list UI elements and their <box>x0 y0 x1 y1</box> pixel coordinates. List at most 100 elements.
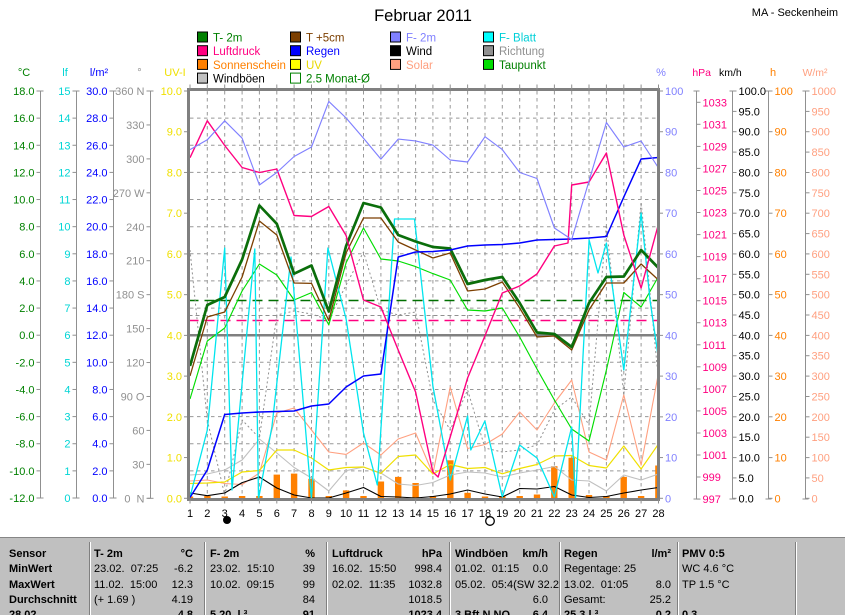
svg-text:850: 850 <box>812 147 830 159</box>
svg-text:1.0: 1.0 <box>167 453 182 465</box>
svg-text:-6.0: -6.0 <box>16 412 35 424</box>
svg-text:150: 150 <box>126 324 144 336</box>
svg-text:9.0: 9.0 <box>167 127 182 139</box>
svg-text:30: 30 <box>775 371 787 383</box>
svg-text:240: 240 <box>126 222 144 234</box>
svg-text:2.0: 2.0 <box>92 466 107 478</box>
svg-text:Luftdruck: Luftdruck <box>213 46 261 58</box>
svg-text:1: 1 <box>64 466 70 478</box>
svg-text:0.0: 0.0 <box>739 493 754 505</box>
svg-text:Wind: Wind <box>406 46 432 58</box>
svg-text:10: 10 <box>58 222 70 234</box>
svg-text:900: 900 <box>812 127 830 139</box>
svg-text:700: 700 <box>812 208 830 220</box>
svg-text:13: 13 <box>58 140 70 152</box>
svg-text:lf: lf <box>62 67 68 79</box>
svg-text:40: 40 <box>665 330 677 342</box>
svg-text:24.0: 24.0 <box>86 167 107 179</box>
svg-text:50: 50 <box>665 290 677 302</box>
svg-text:12.0: 12.0 <box>86 330 107 342</box>
svg-text:11: 11 <box>59 195 70 207</box>
svg-text:°: ° <box>137 67 141 79</box>
svg-text:10.0: 10.0 <box>13 195 34 207</box>
svg-text:200: 200 <box>812 412 830 424</box>
svg-text:90 O: 90 O <box>121 391 145 403</box>
svg-text:2.5 Monat-Ø: 2.5 Monat-Ø <box>306 74 370 86</box>
svg-text:70: 70 <box>665 208 677 220</box>
svg-text:10.0: 10.0 <box>86 357 107 369</box>
svg-text:17: 17 <box>461 508 473 520</box>
svg-text:210: 210 <box>126 256 144 268</box>
svg-text:750: 750 <box>812 188 830 200</box>
svg-text:28: 28 <box>652 508 664 520</box>
svg-text:16: 16 <box>444 508 456 520</box>
svg-text:11: 11 <box>358 508 369 520</box>
svg-text:95.0: 95.0 <box>739 106 760 118</box>
svg-text:1003: 1003 <box>703 428 727 440</box>
svg-text:360 N: 360 N <box>115 86 144 98</box>
svg-text:1005: 1005 <box>703 406 727 418</box>
svg-text:60: 60 <box>775 249 787 261</box>
svg-text:800: 800 <box>812 168 830 180</box>
svg-text:60.0: 60.0 <box>739 249 760 261</box>
svg-text:UV: UV <box>306 60 322 72</box>
svg-text:4: 4 <box>239 508 245 520</box>
svg-text:1015: 1015 <box>703 296 727 308</box>
svg-text:Windböen: Windböen <box>213 74 265 86</box>
svg-text:30: 30 <box>665 371 677 383</box>
svg-text:4.0: 4.0 <box>92 439 107 451</box>
svg-text:T +5cm: T +5cm <box>306 33 344 45</box>
svg-text:1033: 1033 <box>703 97 727 109</box>
svg-text:0: 0 <box>775 493 781 505</box>
svg-text:24: 24 <box>583 508 595 520</box>
svg-text:1: 1 <box>187 508 193 520</box>
svg-text:550: 550 <box>812 269 830 281</box>
svg-text:18.0: 18.0 <box>13 86 34 98</box>
svg-text:25.0: 25.0 <box>739 392 760 404</box>
svg-text:1023: 1023 <box>703 208 727 220</box>
svg-text:8: 8 <box>64 276 70 288</box>
svg-text:10: 10 <box>340 508 352 520</box>
svg-text:35.0: 35.0 <box>739 351 760 363</box>
svg-text:65.0: 65.0 <box>739 229 760 241</box>
svg-text:6.0: 6.0 <box>92 412 107 424</box>
svg-text:%: % <box>656 67 666 79</box>
svg-text:Sonnenschein: Sonnenschein <box>213 60 286 72</box>
svg-text:650: 650 <box>812 229 830 241</box>
svg-text:85.0: 85.0 <box>739 147 760 159</box>
svg-text:15.0: 15.0 <box>739 432 760 444</box>
svg-text:7: 7 <box>291 508 297 520</box>
svg-text:20.0: 20.0 <box>86 222 107 234</box>
svg-text:80.0: 80.0 <box>739 168 760 180</box>
svg-text:1017: 1017 <box>703 274 727 286</box>
svg-text:14.0: 14.0 <box>13 140 34 152</box>
svg-text:90.0: 90.0 <box>739 127 760 139</box>
svg-text:40.0: 40.0 <box>739 330 760 342</box>
svg-text:997: 997 <box>703 494 721 506</box>
svg-text:3.0: 3.0 <box>167 371 182 383</box>
svg-text:10: 10 <box>665 453 677 465</box>
svg-text:16.0: 16.0 <box>86 276 107 288</box>
svg-text:300: 300 <box>126 154 144 166</box>
svg-text:26: 26 <box>618 508 630 520</box>
svg-text:2.0: 2.0 <box>167 412 182 424</box>
svg-text:1009: 1009 <box>703 362 727 374</box>
svg-text:100: 100 <box>775 86 793 98</box>
svg-text:28.0: 28.0 <box>86 113 107 125</box>
svg-text:10.0: 10.0 <box>161 86 182 98</box>
svg-text:15: 15 <box>427 508 439 520</box>
svg-text:1007: 1007 <box>703 384 727 396</box>
svg-text:-8.0: -8.0 <box>16 439 35 451</box>
svg-text:30.0: 30.0 <box>739 371 760 383</box>
svg-text:14.0: 14.0 <box>86 303 107 315</box>
svg-text:270 W: 270 W <box>113 188 145 200</box>
svg-text:950: 950 <box>812 106 830 118</box>
svg-text:km/h: km/h <box>719 67 742 79</box>
svg-text:8.0: 8.0 <box>19 222 34 234</box>
svg-text:8: 8 <box>308 508 314 520</box>
svg-text:26.0: 26.0 <box>86 140 107 152</box>
svg-text:40: 40 <box>775 330 787 342</box>
svg-text:7: 7 <box>64 303 70 315</box>
svg-text:Taupunkt: Taupunkt <box>499 60 546 72</box>
svg-text:45.0: 45.0 <box>739 310 760 322</box>
